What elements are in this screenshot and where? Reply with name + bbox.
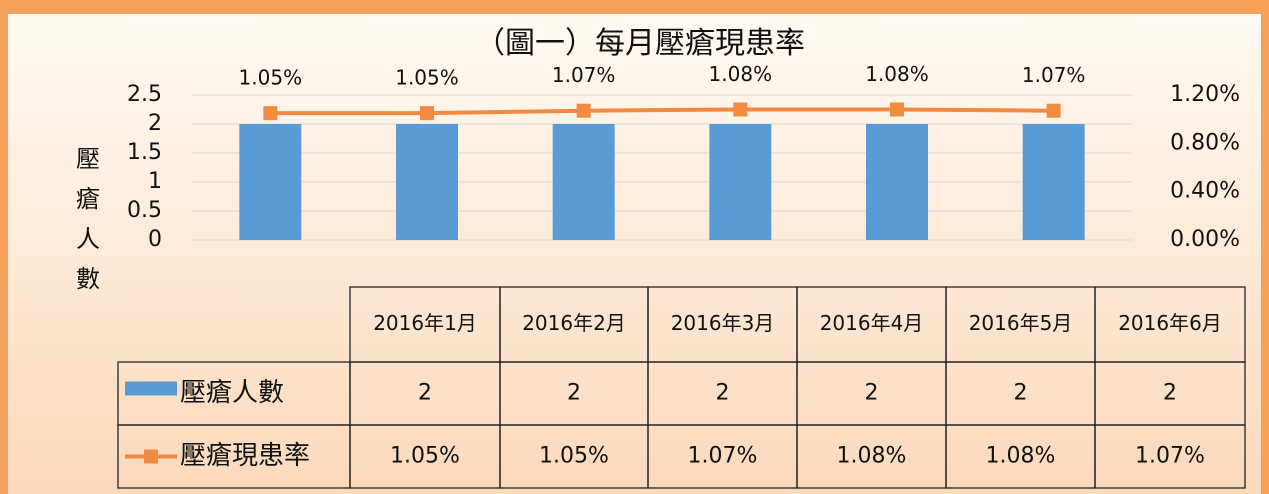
table-value: 1.08% — [986, 444, 1056, 469]
y-tick-label: 1.5 — [127, 140, 162, 165]
y-axis-label: 人 — [76, 225, 100, 253]
line-marker — [733, 102, 748, 117]
bar — [396, 124, 458, 240]
table-value: 1.05% — [390, 444, 460, 469]
data-label: 1.07% — [1022, 63, 1086, 87]
table-value: 1.07% — [1135, 444, 1205, 469]
line-marker — [420, 106, 434, 121]
table-header: 2016年6月 — [1118, 311, 1222, 335]
table-value: 2 — [1014, 381, 1028, 406]
legend-label: 壓瘡現患率 — [180, 441, 310, 471]
bar — [1022, 124, 1085, 240]
y2-tick-label: 0.40% — [1170, 179, 1240, 204]
data-label: 1.08% — [709, 62, 773, 86]
bar — [709, 124, 772, 240]
legend-swatch — [125, 381, 177, 396]
legend-marker — [144, 449, 158, 464]
y-tick-label: 0 — [148, 227, 162, 252]
table-value: 2 — [716, 381, 730, 406]
y-axis-label: 壓 — [76, 145, 100, 173]
bar — [866, 124, 928, 240]
data-label: 1.08% — [865, 62, 929, 86]
table-value: 1.05% — [539, 444, 609, 469]
y2-tick-label: 1.20% — [1170, 82, 1240, 107]
data-label: 1.05% — [239, 66, 303, 90]
line-marker — [576, 103, 591, 118]
y2-tick-label: 0.00% — [1170, 227, 1240, 252]
table-cell — [1094, 424, 1246, 489]
y-tick-label: 0.5 — [127, 198, 162, 223]
y2-tick-label: 0.80% — [1170, 130, 1240, 155]
table-value: 2 — [865, 381, 879, 406]
table-header: 2016年1月 — [373, 311, 477, 335]
table-value: 2 — [1163, 381, 1177, 406]
table-header: 2016年5月 — [969, 311, 1073, 335]
line — [270, 107, 1054, 116]
bar — [552, 124, 615, 240]
background — [8, 14, 1261, 494]
table-value: 2 — [567, 381, 581, 406]
table-value: 1.08% — [837, 444, 907, 469]
line-marker — [1046, 103, 1061, 118]
data-label: 1.07% — [552, 63, 616, 87]
y-tick-label: 2 — [148, 111, 162, 136]
line-marker — [263, 106, 278, 121]
table-header: 2016年3月 — [671, 311, 775, 335]
table-value: 2 — [418, 381, 432, 406]
y-tick-label: 1 — [148, 169, 162, 194]
table-header: 2016年2月 — [522, 311, 626, 335]
data-label: 1.05% — [395, 66, 459, 90]
y-axis-label: 數 — [76, 265, 100, 293]
chart-title: （圖一）每月壓瘡現患率 — [475, 26, 805, 61]
bar — [239, 124, 302, 240]
y-axis-label: 瘡 — [76, 185, 100, 213]
y-tick-label: 2.5 — [127, 82, 162, 107]
table-value: 1.07% — [688, 444, 758, 469]
line-marker — [890, 102, 904, 117]
table-header: 2016年4月 — [820, 311, 924, 335]
legend-label: 壓瘡人數 — [180, 378, 284, 408]
